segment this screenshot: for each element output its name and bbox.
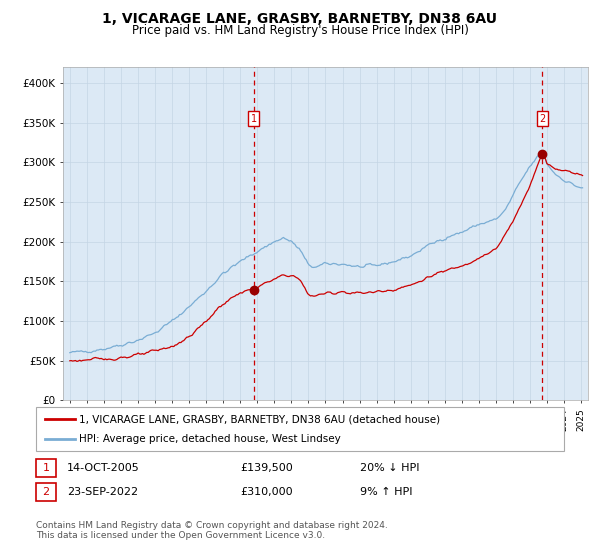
Text: 1: 1 [43,463,49,473]
Text: 2: 2 [43,487,49,497]
Text: 1: 1 [251,114,257,124]
Text: Price paid vs. HM Land Registry's House Price Index (HPI): Price paid vs. HM Land Registry's House … [131,24,469,37]
Text: 1, VICARAGE LANE, GRASBY, BARNETBY, DN38 6AU (detached house): 1, VICARAGE LANE, GRASBY, BARNETBY, DN38… [79,414,440,424]
Text: 1, VICARAGE LANE, GRASBY, BARNETBY, DN38 6AU: 1, VICARAGE LANE, GRASBY, BARNETBY, DN38… [103,12,497,26]
Text: 9% ↑ HPI: 9% ↑ HPI [360,487,413,497]
Text: 20% ↓ HPI: 20% ↓ HPI [360,463,419,473]
Text: £310,000: £310,000 [240,487,293,497]
Text: Contains HM Land Registry data © Crown copyright and database right 2024.: Contains HM Land Registry data © Crown c… [36,521,388,530]
Text: £139,500: £139,500 [240,463,293,473]
Text: 23-SEP-2022: 23-SEP-2022 [67,487,139,497]
Text: This data is licensed under the Open Government Licence v3.0.: This data is licensed under the Open Gov… [36,531,325,540]
Text: HPI: Average price, detached house, West Lindsey: HPI: Average price, detached house, West… [79,433,341,444]
Text: 14-OCT-2005: 14-OCT-2005 [67,463,140,473]
Text: 2: 2 [539,114,545,124]
